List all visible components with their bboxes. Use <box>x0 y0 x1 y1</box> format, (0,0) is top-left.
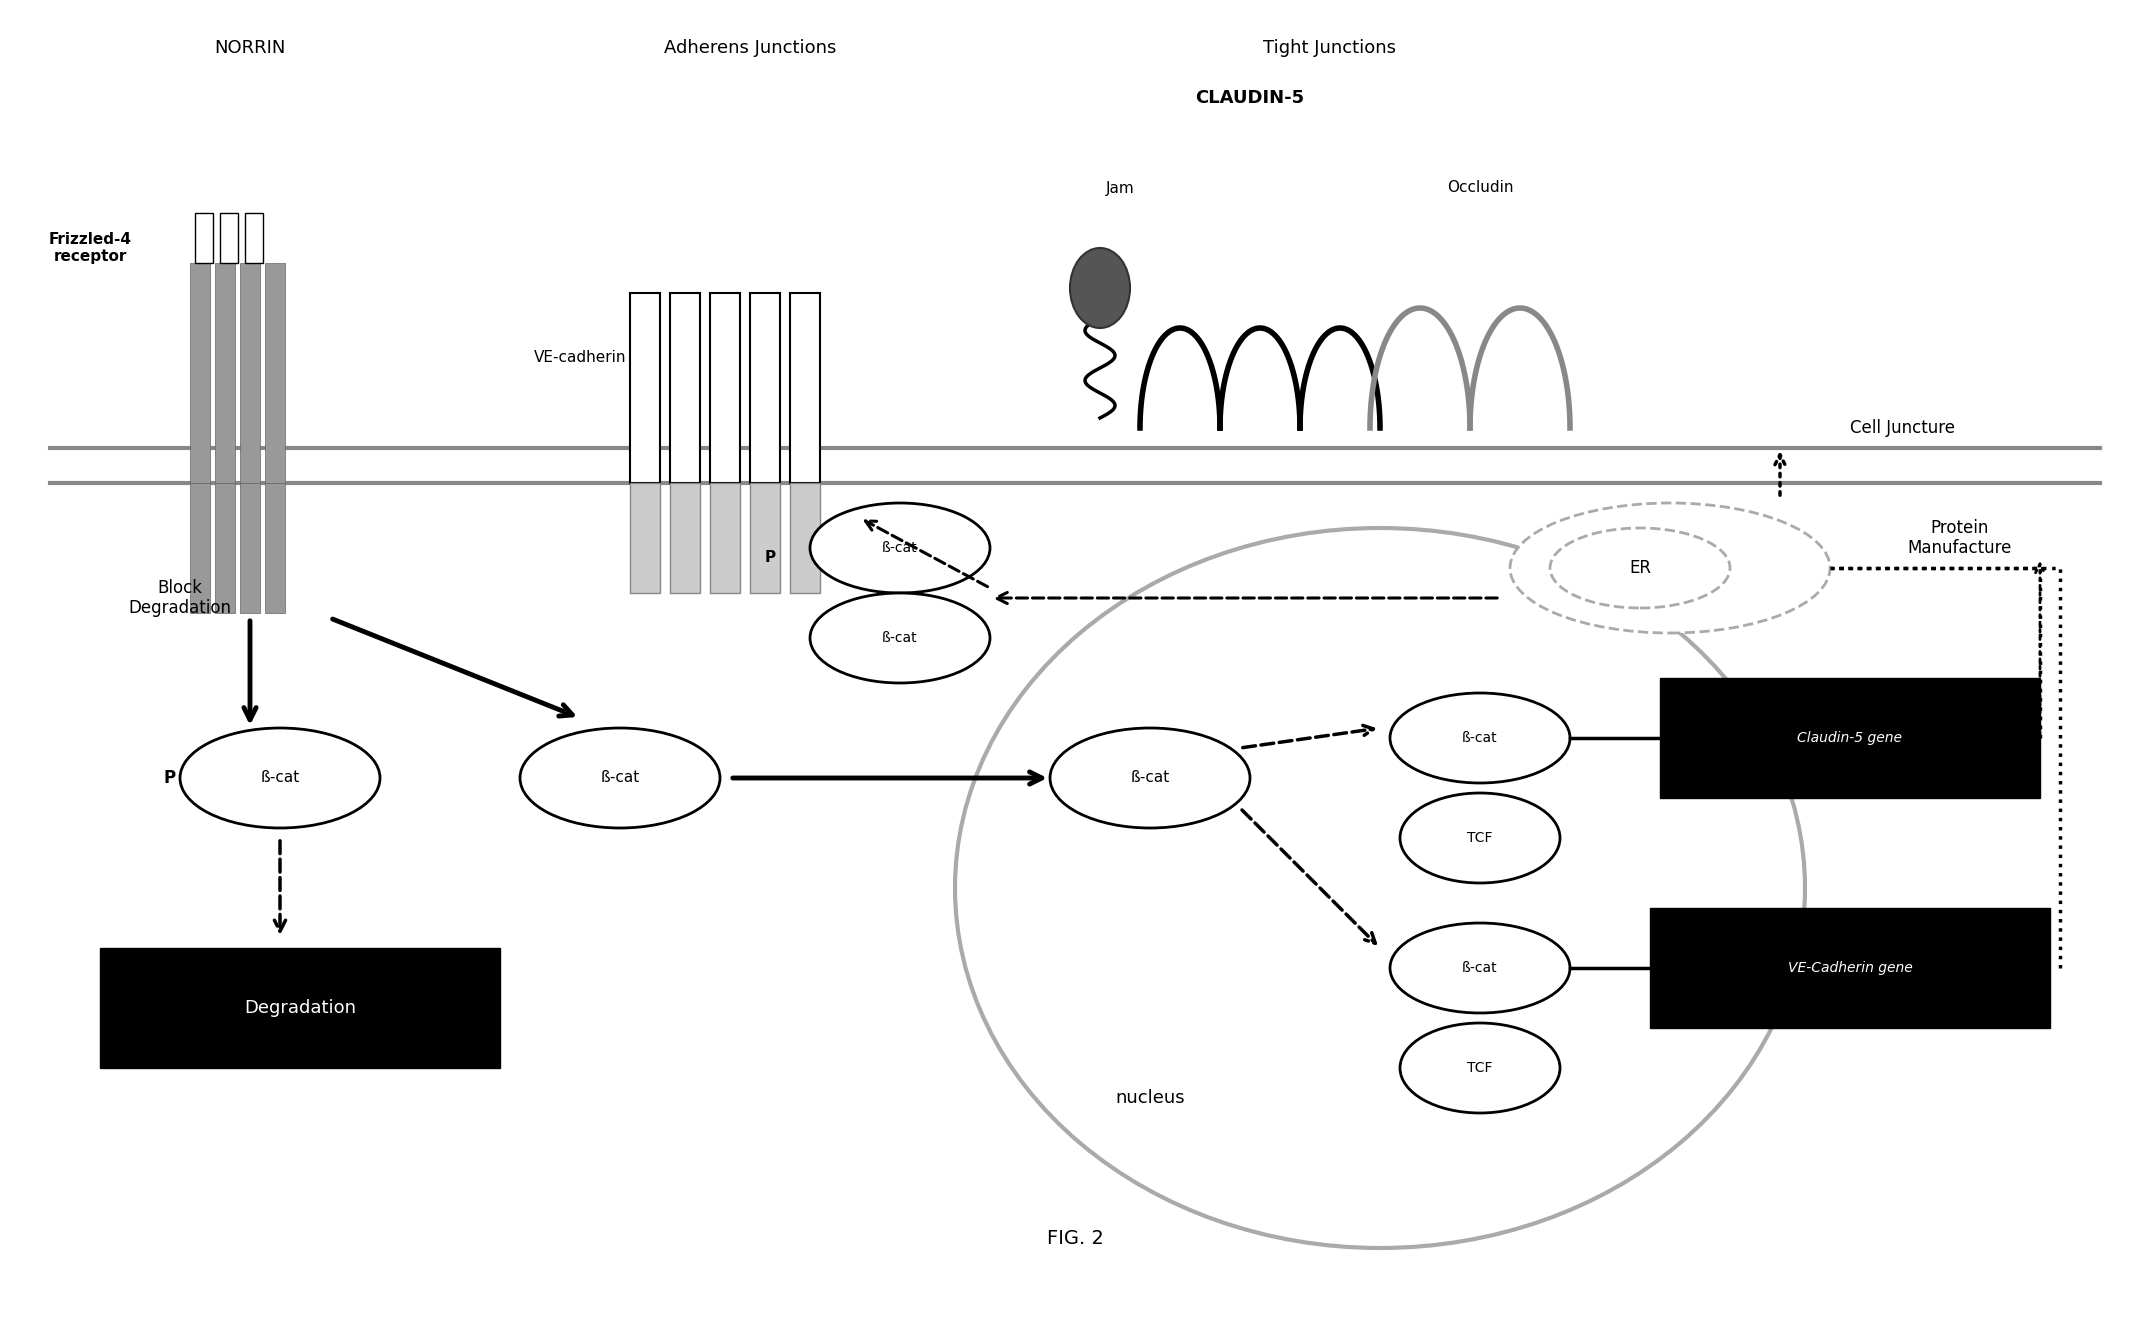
Text: Occludin: Occludin <box>1447 181 1514 195</box>
Ellipse shape <box>1070 248 1130 328</box>
Ellipse shape <box>1550 529 1731 608</box>
Ellipse shape <box>810 593 990 683</box>
Bar <box>631 482 661 593</box>
Text: CLAUDIN-5: CLAUDIN-5 <box>1195 90 1305 107</box>
Text: VE-cadherin: VE-cadherin <box>534 351 627 365</box>
Bar <box>749 482 779 593</box>
Ellipse shape <box>1051 728 1251 828</box>
Bar <box>265 264 284 482</box>
Bar <box>749 293 779 482</box>
Text: TCF: TCF <box>1466 1061 1492 1075</box>
Bar <box>99 948 499 1068</box>
Bar <box>215 482 235 613</box>
Bar <box>710 482 741 593</box>
Text: Frizzled-4
receptor: Frizzled-4 receptor <box>50 232 131 264</box>
Bar <box>189 264 211 482</box>
Text: ß-cat: ß-cat <box>601 771 639 786</box>
Bar <box>239 264 261 482</box>
Ellipse shape <box>810 503 990 593</box>
Text: ß-cat: ß-cat <box>883 631 917 645</box>
Text: ß-cat: ß-cat <box>883 540 917 555</box>
Text: ER: ER <box>1630 559 1651 577</box>
Ellipse shape <box>181 728 379 828</box>
Bar <box>670 482 700 593</box>
Text: ß-cat: ß-cat <box>1462 961 1498 975</box>
Text: Tight Junctions: Tight Junctions <box>1264 40 1397 57</box>
Bar <box>1649 908 2050 1028</box>
Bar <box>710 293 741 482</box>
Bar <box>239 482 261 613</box>
Text: TCF: TCF <box>1466 832 1492 845</box>
Text: NORRIN: NORRIN <box>215 40 286 57</box>
Text: Jam: Jam <box>1107 181 1135 195</box>
Ellipse shape <box>1399 1023 1561 1112</box>
Text: Claudin-5 gene: Claudin-5 gene <box>1798 731 1903 745</box>
Ellipse shape <box>1509 503 1830 633</box>
Text: Adherens Junctions: Adherens Junctions <box>663 40 835 57</box>
Text: Protein
Manufacture: Protein Manufacture <box>1908 518 2013 558</box>
Bar <box>215 264 235 482</box>
Text: Cell Juncture: Cell Juncture <box>1849 419 1955 438</box>
Text: VE-Cadherin gene: VE-Cadherin gene <box>1787 961 1912 975</box>
Text: FIG. 2: FIG. 2 <box>1046 1228 1104 1248</box>
Bar <box>220 214 239 264</box>
Text: P: P <box>764 551 775 565</box>
Text: Degradation: Degradation <box>243 999 355 1017</box>
Bar <box>245 214 263 264</box>
Ellipse shape <box>521 728 719 828</box>
Bar <box>1660 677 2041 797</box>
Ellipse shape <box>1391 693 1570 783</box>
Ellipse shape <box>1399 793 1561 883</box>
Bar <box>670 293 700 482</box>
Ellipse shape <box>1391 923 1570 1014</box>
Text: ß-cat: ß-cat <box>1130 771 1169 786</box>
Text: P: P <box>164 768 177 787</box>
Text: ß-cat: ß-cat <box>261 771 299 786</box>
Bar <box>631 293 661 482</box>
Bar <box>790 482 820 593</box>
Bar <box>189 482 211 613</box>
Bar <box>196 214 213 264</box>
Text: ß-cat: ß-cat <box>1462 731 1498 745</box>
Bar <box>790 293 820 482</box>
Text: nucleus: nucleus <box>1115 1089 1184 1107</box>
Bar <box>265 482 284 613</box>
Text: Block
Degradation: Block Degradation <box>129 579 233 617</box>
